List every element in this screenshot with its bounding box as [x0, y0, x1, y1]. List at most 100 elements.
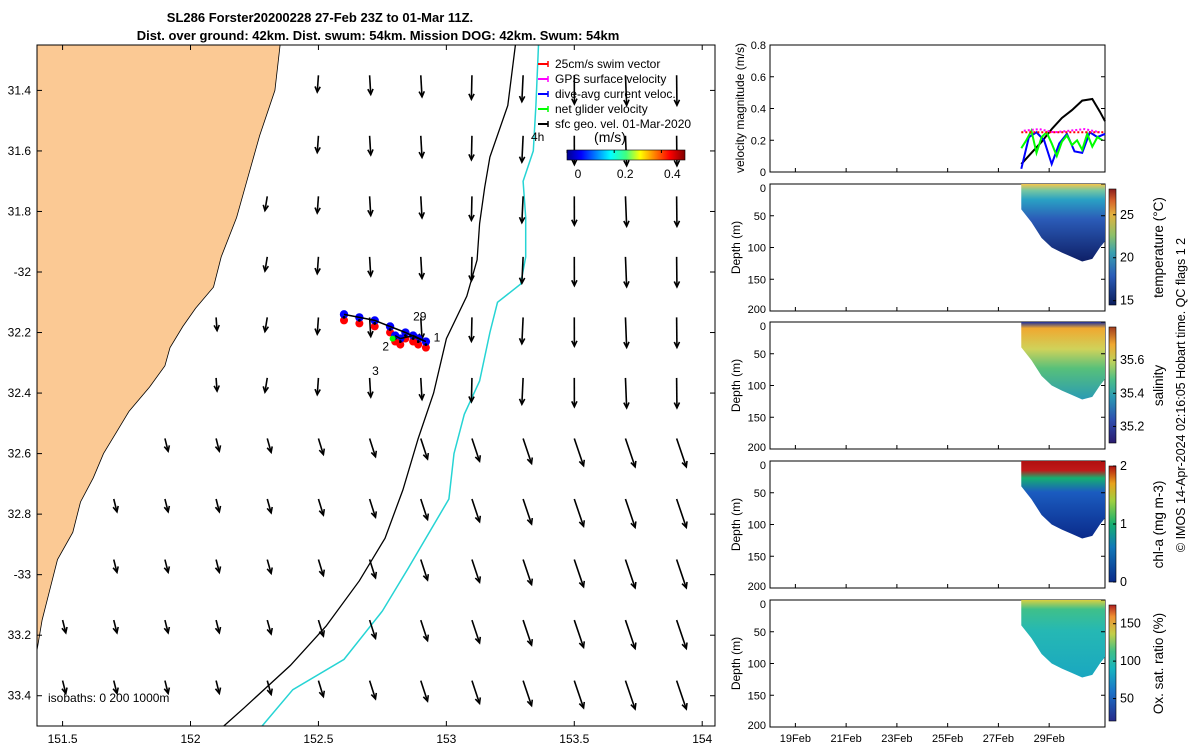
velocity-arrow — [677, 560, 687, 588]
salinity-colorbar-tick: 35.4 — [1120, 386, 1144, 400]
velocity-arrow — [624, 257, 629, 287]
map-y-tick: 32.4 — [8, 386, 32, 400]
temperature-y-tick: 200 — [748, 304, 766, 316]
velocity-arrow — [215, 499, 220, 512]
velocity-arrow — [677, 620, 687, 648]
copyright-text: © IMOS 14-Apr-2024 02:16:05 Hobart time.… — [1174, 238, 1188, 552]
velocity-arrow — [469, 317, 474, 341]
oxygen-ylabel: Depth (m) — [729, 637, 743, 690]
velocity-arrow — [267, 620, 272, 634]
oxygen-y-tick: 150 — [748, 690, 766, 702]
velocity-arrow — [318, 499, 324, 515]
velocity-ylabel: velocity magnitude (m/s) — [733, 43, 747, 173]
date-tick: 29Feb — [1034, 733, 1065, 745]
velocity-arrow — [419, 378, 424, 400]
velocity-arrow — [624, 378, 629, 408]
map-colorbar-tick: 0.2 — [617, 167, 634, 181]
velocity-arrow — [625, 560, 635, 588]
chla-y-tick: 50 — [754, 488, 766, 500]
date-tick: 25Feb — [932, 733, 963, 745]
temperature-colorbar-tick: 20 — [1120, 251, 1134, 265]
map-x-tick: 151.5 — [48, 732, 78, 746]
isobath-text: isobaths: 0 200 1000m — [48, 691, 169, 705]
velocity-arrow — [574, 499, 584, 526]
velocity-arrow — [674, 317, 679, 347]
oxygen-colorbar — [1109, 605, 1116, 721]
velocity-y-tick: 0.4 — [751, 104, 766, 116]
velocity-arrow — [572, 317, 577, 346]
date-tick: 23Feb — [881, 733, 912, 745]
velocity-arrow — [624, 317, 629, 347]
legend-item: 25cm/s swim vector — [538, 57, 660, 71]
velocity-panel: 00.20.40.60.8 velocity magnitude (m/s) — [733, 40, 1105, 179]
velocity-arrow — [469, 378, 474, 402]
oxygen-colorbar-label: Ox. sat. ratio (%) — [1151, 613, 1166, 714]
coastline-land — [37, 45, 280, 726]
velocity-arrow — [472, 438, 480, 461]
velocity-arrow — [267, 560, 272, 574]
day-label: 3 — [372, 364, 379, 378]
velocity-arrow — [370, 438, 377, 456]
velocity-arrow — [572, 196, 577, 225]
velocity-arrow — [520, 136, 525, 162]
velocity-arrow — [419, 196, 424, 218]
chla-ylabel: Depth (m) — [729, 498, 743, 551]
velocity-arrow — [263, 196, 268, 210]
map-y-tick: 32.8 — [8, 507, 32, 521]
map-y-tick: -33 — [14, 568, 32, 582]
velocity-arrow — [674, 196, 679, 226]
velocity-arrow — [267, 499, 272, 513]
salinity-y-tick: 100 — [748, 381, 766, 393]
velocity-arrow — [263, 317, 268, 331]
chla-y-tick: 0 — [760, 460, 766, 472]
salinity-y-tick: 50 — [754, 349, 766, 361]
salinity-y-tick: 150 — [748, 412, 766, 424]
velocity-arrow — [677, 499, 687, 527]
chla-y-tick: 100 — [748, 520, 766, 532]
velocity-arrow — [523, 560, 532, 585]
salinity-y-tick: 0 — [760, 321, 766, 333]
velocity-arrow — [263, 378, 268, 392]
date-tick: 21Feb — [831, 733, 862, 745]
velocity-arrow — [523, 681, 532, 706]
chla-colorbar-tick: 0 — [1120, 575, 1127, 589]
velocity-y-tick: 0.2 — [751, 135, 766, 147]
velocity-arrow — [574, 681, 584, 708]
legend-label: net glider velocity — [555, 102, 648, 116]
velocity-arrow — [164, 560, 169, 573]
velocity-arrow — [469, 196, 474, 220]
salinity-colorbar — [1109, 327, 1116, 443]
legend-item: dive-avg current veloc. — [538, 87, 676, 101]
velocity-arrow — [674, 378, 679, 408]
velocity-y-tick: 0 — [760, 167, 766, 179]
map-x-tick: 154 — [692, 732, 712, 746]
date-tick: 27Feb — [983, 733, 1014, 745]
velocity-arrow — [368, 136, 373, 155]
velocity-arrow — [624, 196, 629, 226]
velocity-arrow — [677, 681, 687, 709]
velocity-arrow — [215, 681, 220, 694]
velocity-arrow — [215, 620, 220, 633]
map-y-tick: 31.6 — [8, 144, 32, 158]
velocity-arrow — [625, 438, 635, 466]
isobath-1000m — [262, 45, 538, 726]
title-line-2: Dist. over ground: 42km. Dist. swum: 54k… — [137, 28, 620, 43]
velocity-arrow — [472, 560, 480, 583]
track-point — [355, 313, 363, 327]
track-point — [409, 331, 417, 345]
velocity-arrow — [625, 499, 635, 527]
map-colorbar-title: (m/s) — [594, 129, 626, 145]
velocity-arrow — [267, 438, 272, 452]
title-line-1: SL286 Forster20200228 27-Feb 23Z to 01-M… — [167, 10, 473, 25]
velocity-arrow — [113, 499, 118, 512]
legend-label: dive-avg current veloc. — [555, 87, 676, 101]
velocity-arrow — [318, 681, 324, 697]
velocity-arrow — [370, 560, 377, 578]
temperature-y-tick: 150 — [748, 274, 766, 286]
velocity-arrow — [315, 196, 320, 213]
velocity-arrow — [677, 438, 687, 466]
